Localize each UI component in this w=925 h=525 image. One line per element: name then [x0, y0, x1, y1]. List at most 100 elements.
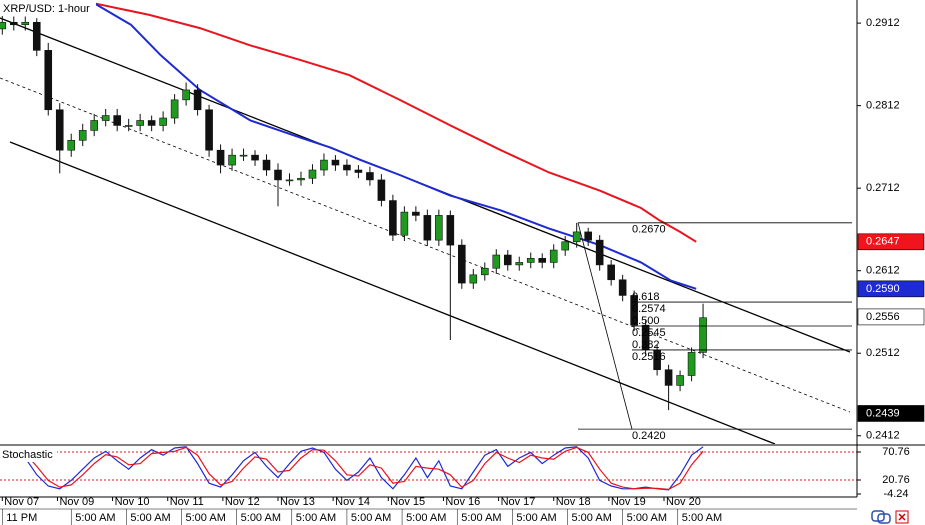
- channel-middle: [0, 77, 851, 413]
- candle-body: [492, 254, 501, 269]
- candle-body: [630, 295, 638, 326]
- link-icon-2: [877, 513, 891, 524]
- candle-body: [526, 258, 535, 263]
- candle-body: [595, 239, 604, 266]
- y-tick-label: 0.2612: [866, 265, 900, 277]
- x-tick-label: Nov 10: [115, 496, 150, 508]
- y-tick-label: 0.2912: [866, 17, 900, 29]
- stochastic-line: [2, 446, 704, 491]
- candle-body: [32, 21, 41, 51]
- x-tick-label: Nov 19: [611, 496, 646, 508]
- candle-body: [699, 317, 707, 353]
- fib-ratio-label: 0.382: [632, 339, 660, 351]
- candle-body: [366, 172, 374, 181]
- candle-body: [170, 99, 179, 119]
- price-marker-label: 0.2556: [866, 311, 900, 323]
- candle-body: [205, 109, 213, 151]
- x-tick-label: Nov 11: [170, 496, 204, 508]
- candle-body: [159, 117, 167, 126]
- fib-low-label: 0.2420: [632, 430, 666, 442]
- stochastic-title: Stochastic: [2, 449, 53, 461]
- main-plot: 0.2670 0.2420 0.6180.25740.5000.25450.3820…: [0, 2, 852, 442]
- x-tick-label: Nov 17: [501, 496, 536, 508]
- candle-body: [400, 211, 409, 236]
- candle-body: [458, 244, 466, 284]
- fib-price-label: 0.2545: [632, 327, 666, 339]
- candle-body: [354, 169, 363, 173]
- price-marker-label: 0.2439: [866, 407, 900, 419]
- moving-average: [93, 2, 697, 290]
- candle-body: [687, 352, 696, 376]
- fib-high-label: 0.2670: [632, 224, 666, 236]
- time-label: 5:00 AM: [186, 512, 226, 524]
- candle-body: [423, 215, 432, 241]
- moving-average: [93, 2, 697, 243]
- x-tick-label: Nov 13: [280, 496, 315, 508]
- y-tick-label: 0.2712: [866, 182, 900, 194]
- candle-body: [9, 21, 18, 26]
- channel-lower: [9, 141, 776, 444]
- candle-body: [503, 254, 512, 266]
- time-label: 11 PM: [6, 512, 37, 524]
- candle-body: [90, 120, 99, 131]
- candle-body: [239, 154, 248, 157]
- toolbar-icons: [871, 510, 909, 524]
- candle-body: [285, 179, 294, 182]
- stochastic-line: [2, 446, 704, 491]
- stoch-tick-label: -4.24: [883, 488, 908, 500]
- candle-body: [193, 89, 202, 111]
- candle-body: [262, 159, 271, 171]
- price-marker-label: 0.2647: [866, 236, 900, 248]
- candle-body: [618, 279, 627, 296]
- price-marker: [857, 308, 925, 326]
- price-marker-label: 0.2590: [866, 283, 900, 295]
- stoch-tick-label: 70.76: [882, 446, 910, 458]
- candle-body: [515, 262, 524, 266]
- x-tick-label: Nov 09: [59, 496, 94, 508]
- x-tick-label: Nov 15: [390, 496, 425, 508]
- candle-body: [435, 215, 443, 241]
- candle-body: [676, 375, 684, 386]
- stoch-tick-label: 20.76: [882, 474, 910, 486]
- time-label: 5:00 AM: [241, 512, 281, 524]
- candle-body: [664, 369, 673, 386]
- candle-body: [331, 159, 340, 166]
- fib-diagonal: [577, 222, 633, 430]
- fib-price-label: 0.2574: [632, 303, 666, 315]
- time-label: 5:00 AM: [516, 512, 556, 524]
- y-tick-label: 0.2812: [866, 100, 900, 112]
- candle-body: [377, 179, 386, 201]
- fib-ratio-label: 0.618: [632, 291, 660, 303]
- close-icon[interactable]: [895, 510, 909, 524]
- fib-ratio-label: 0.500: [632, 315, 660, 327]
- candle-body: [297, 177, 305, 181]
- time-label: 5:00 AM: [296, 512, 336, 524]
- candle-body: [480, 267, 489, 276]
- x-tick-label: Nov 07: [4, 496, 39, 508]
- x-tick-label: Nov 20: [666, 496, 701, 508]
- fib-price-label: 0.2516: [632, 351, 666, 363]
- candle-body: [124, 125, 133, 127]
- title-background: [0, 0, 96, 16]
- time-label: 5:00 AM: [682, 512, 722, 524]
- candle-body: [274, 169, 282, 181]
- candle-body: [607, 264, 615, 281]
- y-tick-label: 0.2512: [866, 347, 900, 359]
- candle-body: [55, 109, 64, 151]
- candle-body: [78, 130, 87, 141]
- time-label: 5:00 AM: [461, 512, 501, 524]
- x-tick-label: Nov 18: [556, 496, 591, 508]
- candle-body: [182, 89, 190, 101]
- time-label: 5:00 AM: [627, 512, 667, 524]
- candle-body: [136, 120, 144, 126]
- y-tick-label: 0.2412: [866, 430, 900, 442]
- candle-body: [584, 231, 592, 241]
- candle-body: [343, 164, 351, 171]
- candle-body: [21, 21, 30, 26]
- candle-body: [446, 215, 455, 246]
- stoch-title-background: [0, 447, 57, 462]
- candle-body: [216, 149, 225, 166]
- candle-body: [412, 211, 420, 216]
